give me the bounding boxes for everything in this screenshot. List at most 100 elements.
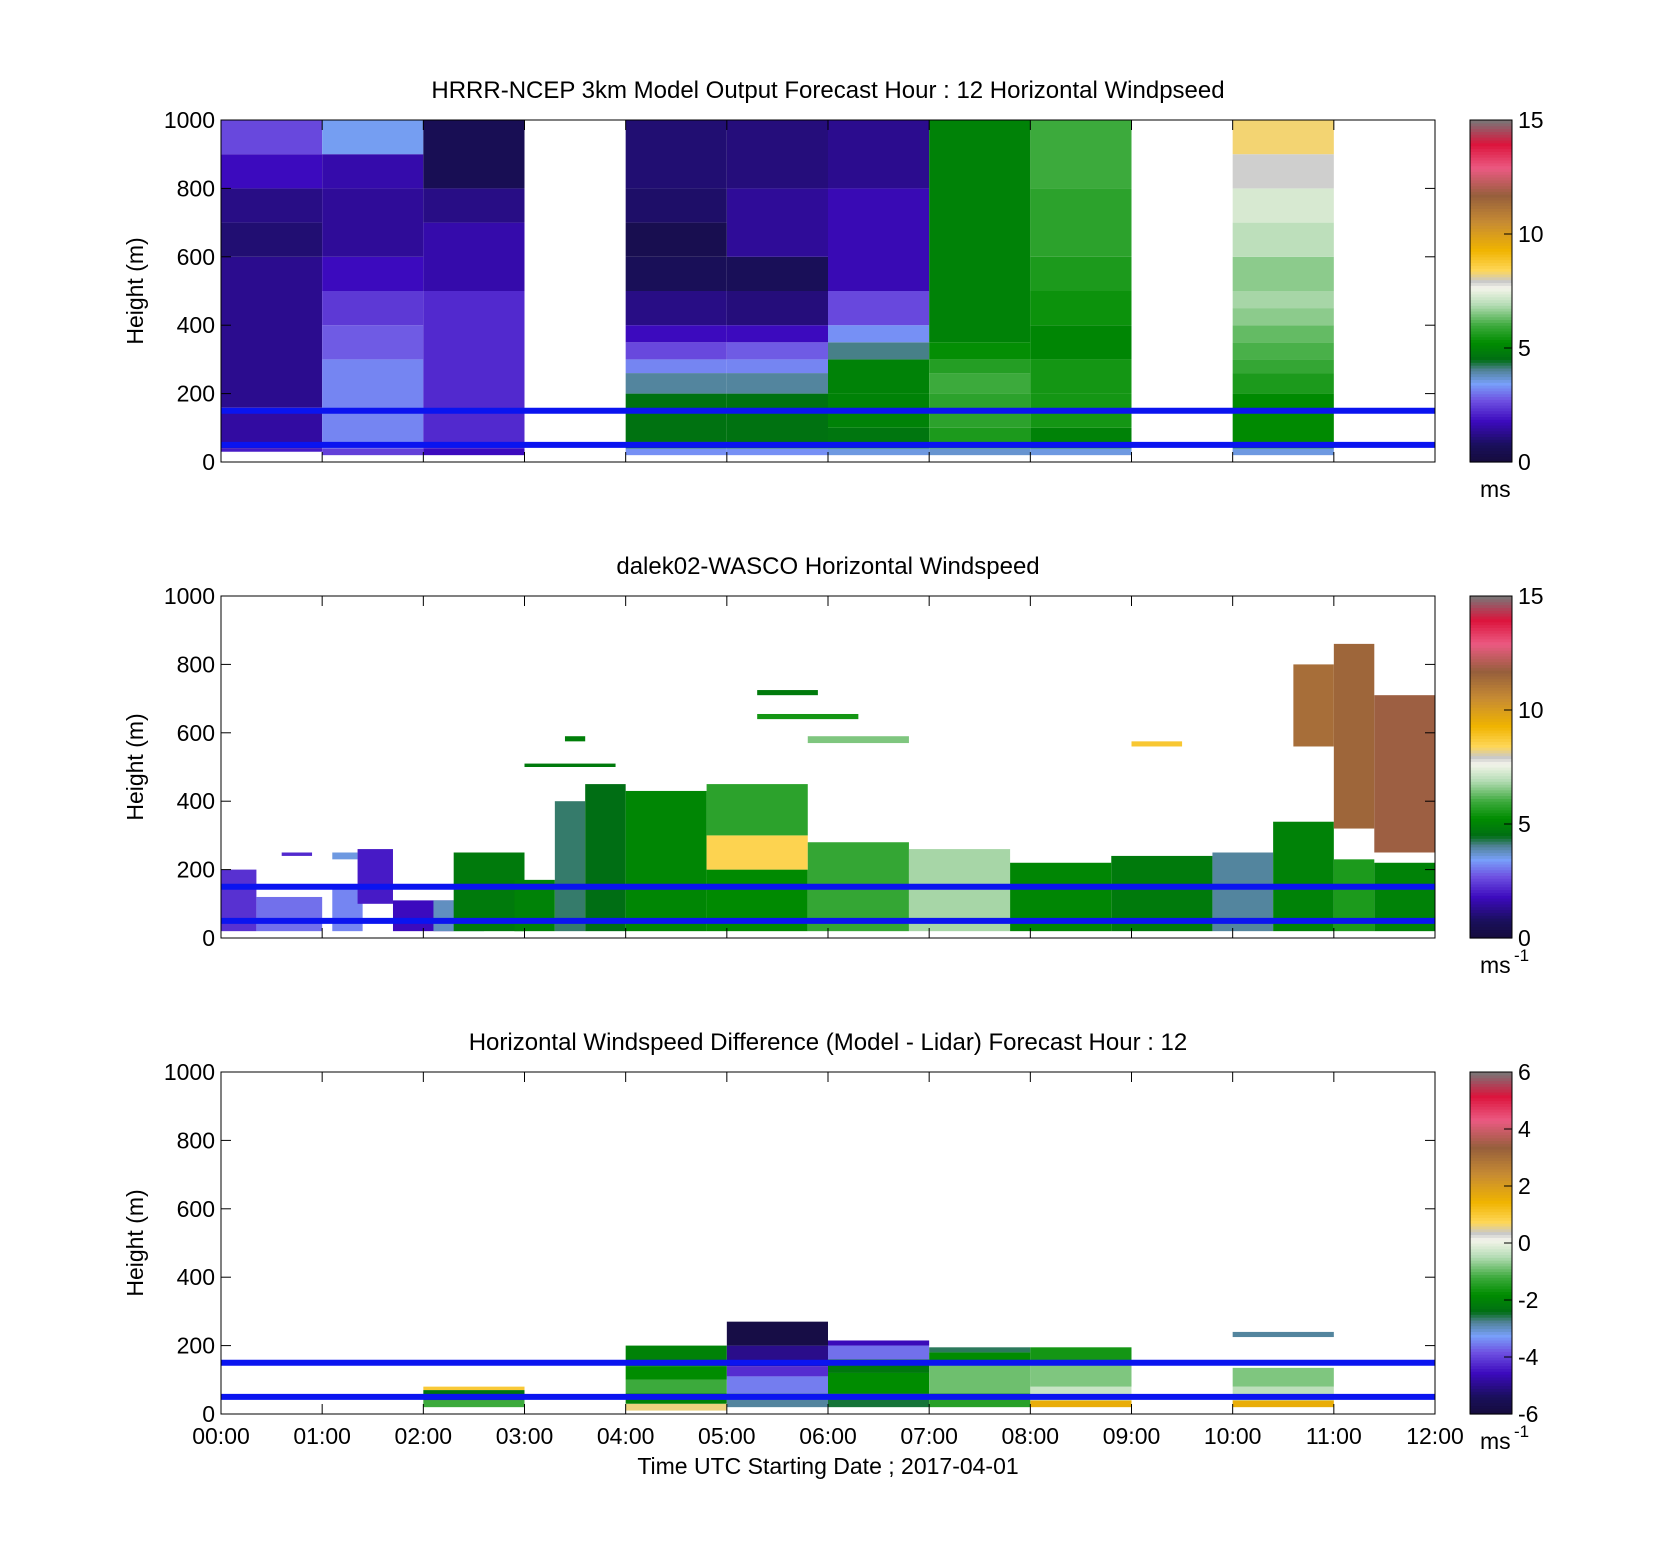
chart-title: HRRR-NCEP 3km Model Output Forecast Hour… (431, 77, 1224, 104)
colorbar-segment (1470, 681, 1512, 685)
heatmap-cell (1030, 256, 1132, 291)
colorbar-segment (1470, 262, 1512, 266)
colorbar-segment (1470, 1171, 1512, 1176)
y-axis-label: Height (m) (122, 237, 148, 344)
colorbar-segment (1470, 1188, 1512, 1193)
heatmap-cell (726, 359, 828, 374)
colorbar-segment (1470, 345, 1512, 349)
heatmap-cell (1030, 188, 1132, 257)
heatmap-cell (929, 120, 1031, 343)
colorbar-segment (1470, 661, 1512, 665)
colorbar-segment (1470, 299, 1512, 303)
colorbar-segment (1470, 835, 1512, 839)
colorbar-segment (1470, 256, 1512, 261)
heatmap-cell (1232, 222, 1334, 257)
colorbar-segment (1470, 416, 1512, 420)
colorbar-segment (1470, 1351, 1512, 1355)
colorbar-segment (1470, 1120, 1512, 1124)
y-tick-label: 0 (202, 1401, 215, 1427)
colorbar-segment (1470, 1072, 1512, 1076)
colorbar-segment (1470, 806, 1512, 811)
colorbar-segment (1470, 185, 1512, 189)
colorbar-segment (1470, 1160, 1512, 1164)
colorbar-segment (1470, 704, 1512, 708)
heatmap-cell (625, 222, 727, 257)
y-tick-label: 400 (177, 788, 215, 814)
colorbar-segment (1470, 196, 1512, 201)
x-tick-label: 12:00 (1406, 1423, 1464, 1449)
y-tick-label: 800 (177, 651, 215, 677)
colorbar-segment (1470, 436, 1512, 440)
colorbar-segment (1470, 1357, 1512, 1361)
colorbar-segment (1470, 225, 1512, 229)
heatmap-cell (221, 448, 323, 452)
y-tick-label: 600 (177, 244, 215, 270)
colorbar-segment (1470, 1322, 1512, 1327)
colorbar-segment (1470, 758, 1512, 762)
heatmap-cell (625, 188, 727, 223)
colorbar-segment (1470, 424, 1512, 429)
heatmap-cell (322, 291, 424, 326)
colorbar-segment (1470, 370, 1512, 375)
colorbar-segment (1470, 390, 1512, 395)
colorbar-unit-exponent: -1 (1514, 946, 1529, 965)
x-tick-label: 09:00 (1103, 1423, 1161, 1449)
colorbar-segment (1470, 1203, 1512, 1207)
colorbar-segment (1470, 1288, 1512, 1293)
heatmap-cell (221, 256, 323, 408)
colorbar-segment (1470, 367, 1512, 372)
heatmap-cell (1030, 291, 1132, 326)
colorbar-segment (1470, 439, 1512, 443)
colorbar-segment (1470, 271, 1512, 275)
colorbar-segment (1470, 1354, 1512, 1358)
colorbar-segment (1470, 248, 1512, 252)
colorbar-segment (1470, 755, 1512, 760)
x-tick-label: 11:00 (1306, 1423, 1362, 1449)
colorbar-segment (1470, 1280, 1512, 1284)
colorbar-segment (1470, 1402, 1512, 1407)
colorbar-segment (1470, 253, 1512, 258)
colorbar-segment (1470, 724, 1512, 728)
colorbar-segment (1470, 128, 1512, 132)
colorbar-segment (1470, 1359, 1512, 1364)
colorbar-segment (1470, 273, 1512, 278)
x-tick-label: 03:00 (496, 1423, 554, 1449)
y-tick-label: 400 (177, 1264, 215, 1290)
heatmap-cell (625, 1366, 727, 1380)
colorbar-segment (1470, 1106, 1512, 1110)
heatmap-cell (1030, 1347, 1132, 1363)
colorbar-segment (1470, 775, 1512, 779)
colorbar-unit: ms (1480, 476, 1511, 502)
colorbar-segment (1470, 1391, 1512, 1395)
colorbar-segment (1470, 1274, 1512, 1278)
heatmap-cell (1273, 821, 1334, 932)
heatmap-cell (1232, 154, 1334, 189)
heatmap-cell (1030, 120, 1132, 189)
heatmap-cell (828, 1345, 930, 1360)
heatmap-cell (625, 291, 727, 326)
colorbar-segment (1470, 613, 1512, 617)
colorbar-segment (1470, 627, 1512, 631)
colorbar-segment (1470, 359, 1512, 363)
colorbar-segment (1470, 869, 1512, 874)
colorbar-segment (1470, 658, 1512, 663)
colorbar-segment (1470, 1339, 1512, 1344)
colorbar-segment (1470, 382, 1512, 386)
colorbar-segment (1470, 202, 1512, 207)
colorbar-segment (1470, 798, 1512, 802)
colorbar-segment (1470, 319, 1512, 323)
colorbar-segment (1470, 1411, 1512, 1415)
panel-1: HRRR-NCEP 3km Model Output Forecast Hour… (122, 77, 1544, 502)
colorbar-frame (1469, 119, 1513, 463)
colorbar-segment (1470, 1302, 1512, 1307)
colorbar-segment (1470, 282, 1512, 286)
colorbar-segment (1470, 1394, 1512, 1398)
colorbar-segment (1470, 670, 1512, 674)
colorbar-segment (1470, 672, 1512, 677)
heatmap-cell (828, 325, 930, 343)
colorbar-segment (1470, 159, 1512, 164)
colorbar-segment (1470, 1262, 1512, 1267)
heatmap-cell (1030, 359, 1132, 394)
colorbar-segment (1470, 1197, 1512, 1201)
colorbar-segment (1470, 866, 1512, 871)
